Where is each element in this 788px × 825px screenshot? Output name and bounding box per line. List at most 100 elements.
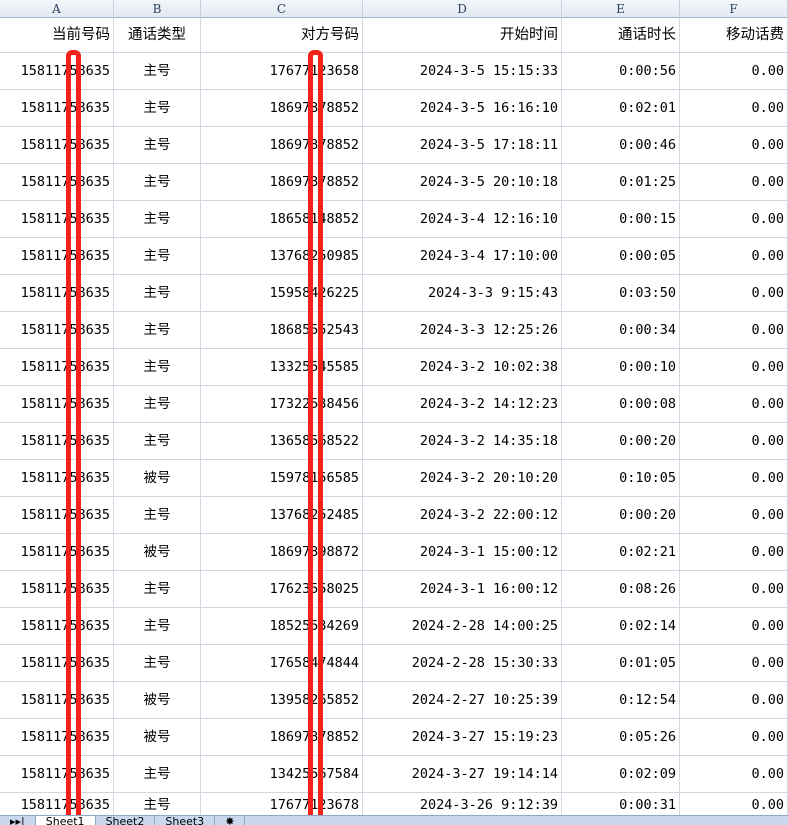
start-time-cell[interactable]: 2024-3-4 17:10:00 — [363, 238, 562, 274]
current-number-cell[interactable]: 15811758635 — [0, 645, 114, 681]
call-type-cell[interactable]: 主号 — [114, 275, 201, 311]
fee-cell[interactable]: 0.00 — [680, 90, 788, 126]
fee-cell[interactable]: 0.00 — [680, 386, 788, 422]
other-number-cell[interactable]: 17677123678 — [201, 793, 363, 815]
current-number-cell[interactable]: 15811758635 — [0, 90, 114, 126]
call-type-cell[interactable]: 主号 — [114, 793, 201, 815]
fee-cell[interactable]: 0.00 — [680, 719, 788, 755]
current-number-cell[interactable]: 15811758635 — [0, 534, 114, 570]
start-time-cell[interactable]: 2024-3-2 10:02:38 — [363, 349, 562, 385]
other-number-cell[interactable]: 18697398872 — [201, 534, 363, 570]
duration-cell[interactable]: 0:01:05 — [562, 645, 680, 681]
current-number-cell[interactable]: 15811758635 — [0, 571, 114, 607]
fee-cell[interactable]: 0.00 — [680, 275, 788, 311]
duration-cell[interactable]: 0:10:05 — [562, 460, 680, 496]
duration-cell[interactable]: 0:00:10 — [562, 349, 680, 385]
other-number-cell[interactable]: 13425567584 — [201, 756, 363, 792]
current-number-cell[interactable]: 15811758635 — [0, 682, 114, 718]
start-time-cell[interactable]: 2024-3-5 15:15:33 — [363, 53, 562, 89]
other-number-cell[interactable]: 17658474844 — [201, 645, 363, 681]
start-time-cell[interactable]: 2024-3-3 12:25:26 — [363, 312, 562, 348]
call-type-cell[interactable]: 主号 — [114, 201, 201, 237]
sheet-tab-2[interactable]: Sheet2 — [96, 816, 156, 825]
other-number-cell[interactable]: 17322538456 — [201, 386, 363, 422]
other-number-cell[interactable]: 13958265852 — [201, 682, 363, 718]
start-time-cell[interactable]: 2024-3-2 20:10:20 — [363, 460, 562, 496]
duration-cell[interactable]: 0:08:26 — [562, 571, 680, 607]
column-f-header[interactable]: F — [680, 0, 788, 18]
other-number-cell[interactable]: 13325545585 — [201, 349, 363, 385]
start-time-cell[interactable]: 2024-3-2 22:00:12 — [363, 497, 562, 533]
duration-cell[interactable]: 0:02:09 — [562, 756, 680, 792]
column-b-header[interactable]: B — [114, 0, 201, 18]
start-time-cell[interactable]: 2024-3-5 16:16:10 — [363, 90, 562, 126]
start-time-cell[interactable]: 2024-3-5 17:18:11 — [363, 127, 562, 163]
fee-cell[interactable]: 0.00 — [680, 164, 788, 200]
call-type-cell[interactable]: 被号 — [114, 719, 201, 755]
current-number-cell[interactable]: 15811758635 — [0, 756, 114, 792]
current-number-cell[interactable]: 15811758635 — [0, 497, 114, 533]
start-time-cell[interactable]: 2024-3-1 16:00:12 — [363, 571, 562, 607]
other-number-cell[interactable]: 17623558025 — [201, 571, 363, 607]
call-type-cell[interactable]: 被号 — [114, 534, 201, 570]
current-number-cell[interactable]: 15811758635 — [0, 275, 114, 311]
sheet-nav-arrows[interactable]: ▸▸| — [0, 816, 36, 825]
fee-cell[interactable]: 0.00 — [680, 534, 788, 570]
current-number-cell[interactable]: 15811758635 — [0, 608, 114, 644]
duration-cell[interactable]: 0:02:21 — [562, 534, 680, 570]
other-number-cell[interactable]: 18697378852 — [201, 719, 363, 755]
duration-cell[interactable]: 0:00:56 — [562, 53, 680, 89]
column-a-header[interactable]: A — [0, 0, 114, 18]
call-type-cell[interactable]: 主号 — [114, 90, 201, 126]
header-current-number[interactable]: 当前号码 — [0, 18, 114, 52]
other-number-cell[interactable]: 17677123658 — [201, 53, 363, 89]
start-time-cell[interactable]: 2024-3-5 20:10:18 — [363, 164, 562, 200]
other-number-cell[interactable]: 15978156585 — [201, 460, 363, 496]
call-type-cell[interactable]: 主号 — [114, 312, 201, 348]
duration-cell[interactable]: 0:05:26 — [562, 719, 680, 755]
current-number-cell[interactable]: 15811758635 — [0, 460, 114, 496]
header-call-type[interactable]: 通话类型 — [114, 18, 201, 52]
start-time-cell[interactable]: 2024-3-27 15:19:23 — [363, 719, 562, 755]
other-number-cell[interactable]: 15958426225 — [201, 275, 363, 311]
other-number-cell[interactable]: 18697378852 — [201, 127, 363, 163]
other-number-cell[interactable]: 13658568522 — [201, 423, 363, 459]
other-number-cell[interactable]: 18525534269 — [201, 608, 363, 644]
call-type-cell[interactable]: 主号 — [114, 53, 201, 89]
start-time-cell[interactable]: 2024-2-28 15:30:33 — [363, 645, 562, 681]
call-type-cell[interactable]: 主号 — [114, 423, 201, 459]
fee-cell[interactable]: 0.00 — [680, 497, 788, 533]
call-type-cell[interactable]: 主号 — [114, 238, 201, 274]
header-fee[interactable]: 移动话费 — [680, 18, 788, 52]
call-type-cell[interactable]: 被号 — [114, 682, 201, 718]
call-type-cell[interactable]: 主号 — [114, 164, 201, 200]
call-type-cell[interactable]: 主号 — [114, 608, 201, 644]
current-number-cell[interactable]: 15811758635 — [0, 312, 114, 348]
fee-cell[interactable]: 0.00 — [680, 127, 788, 163]
current-number-cell[interactable]: 15811758635 — [0, 423, 114, 459]
fee-cell[interactable]: 0.00 — [680, 53, 788, 89]
sheet-tab-3[interactable]: Sheet3 — [155, 816, 216, 825]
start-time-cell[interactable]: 2024-3-3 9:15:43 — [363, 275, 562, 311]
fee-cell[interactable]: 0.00 — [680, 645, 788, 681]
duration-cell[interactable]: 0:00:05 — [562, 238, 680, 274]
other-number-cell[interactable]: 18685552543 — [201, 312, 363, 348]
fee-cell[interactable]: 0.00 — [680, 423, 788, 459]
other-number-cell[interactable]: 18658148852 — [201, 201, 363, 237]
duration-cell[interactable]: 0:00:08 — [562, 386, 680, 422]
start-time-cell[interactable]: 2024-2-28 14:00:25 — [363, 608, 562, 644]
current-number-cell[interactable]: 15811758635 — [0, 238, 114, 274]
duration-cell[interactable]: 0:00:31 — [562, 793, 680, 815]
duration-cell[interactable]: 0:02:14 — [562, 608, 680, 644]
current-number-cell[interactable]: 15811758635 — [0, 164, 114, 200]
call-type-cell[interactable]: 主号 — [114, 571, 201, 607]
fee-cell[interactable]: 0.00 — [680, 460, 788, 496]
fee-cell[interactable]: 0.00 — [680, 793, 788, 815]
sheet-tab-1[interactable]: Sheet1 — [35, 816, 96, 825]
call-type-cell[interactable]: 主号 — [114, 386, 201, 422]
duration-cell[interactable]: 0:12:54 — [562, 682, 680, 718]
duration-cell[interactable]: 0:00:15 — [562, 201, 680, 237]
call-type-cell[interactable]: 主号 — [114, 497, 201, 533]
start-time-cell[interactable]: 2024-3-2 14:35:18 — [363, 423, 562, 459]
other-number-cell[interactable]: 18697378852 — [201, 164, 363, 200]
